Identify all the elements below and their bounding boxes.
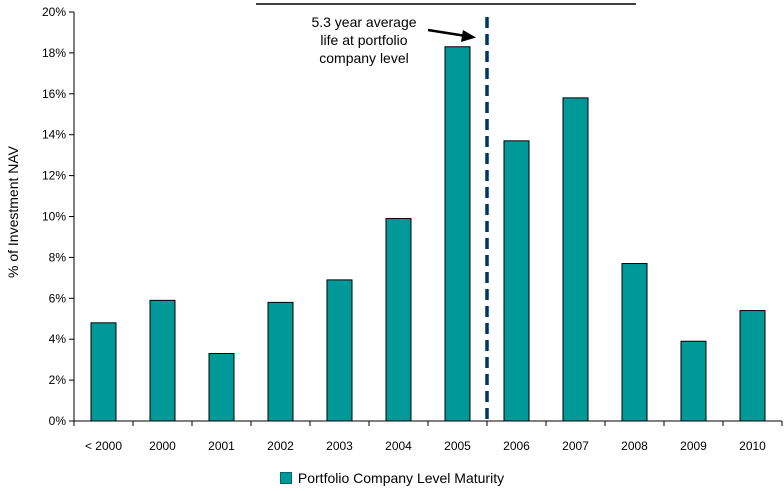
bar — [385, 218, 412, 422]
y-tick-label: 2% — [49, 373, 67, 387]
x-tick-label: 2007 — [562, 439, 589, 453]
y-tick-label: 8% — [49, 250, 67, 264]
y-axis-label: % of Investment NAV — [5, 145, 21, 278]
x-axis: < 2000 2000 2001 2002 2003 2004 2005 2006 2007 20… — [73, 421, 783, 453]
bar — [444, 46, 471, 422]
annotation-line-1: 5.3 year average — [311, 14, 416, 30]
y-tick-label: 14% — [42, 128, 66, 142]
y-tick-label: 16% — [42, 87, 66, 101]
x-tick-label: 2004 — [385, 439, 412, 453]
x-tick-label: 2006 — [503, 439, 530, 453]
x-tick-label: 2010 — [739, 439, 766, 453]
y-axis: 0% 2% 4% 6% 8% 10% 12% 14% 16% 18% 20% — [42, 5, 74, 428]
bar-series — [90, 46, 766, 422]
bar — [90, 322, 117, 422]
bar — [326, 279, 353, 422]
x-tick-label: 2009 — [680, 439, 707, 453]
annotation-arrow-icon — [427, 28, 467, 38]
annotation-line-2: life at portfolio — [320, 32, 407, 48]
bar — [149, 299, 176, 422]
x-tick-label: 2000 — [149, 439, 176, 453]
legend-label: Portfolio Company Level Maturity — [297, 470, 505, 486]
x-tick-label: 2005 — [444, 439, 471, 453]
legend-swatch-icon — [279, 472, 292, 484]
bar — [267, 301, 294, 422]
bar — [208, 353, 235, 422]
y-tick-label: 4% — [49, 332, 67, 346]
bar — [621, 263, 648, 422]
bar — [503, 140, 530, 422]
x-tick-label: 2003 — [326, 439, 353, 453]
x-tick-label: 2002 — [267, 439, 294, 453]
x-tick-label: < 2000 — [85, 439, 122, 453]
bar — [562, 97, 589, 422]
legend: Portfolio Company Level Maturity — [0, 470, 784, 486]
y-tick-label: 12% — [42, 169, 66, 183]
y-tick-label: 20% — [42, 5, 66, 19]
x-tick-label: 2008 — [621, 439, 648, 453]
annotation-line-3: company level — [319, 50, 409, 66]
x-tick-label: 2001 — [208, 439, 235, 453]
y-tick-label: 18% — [42, 46, 66, 60]
y-tick-label: 0% — [49, 414, 67, 428]
bar — [680, 340, 707, 422]
y-tick-label: 10% — [42, 210, 66, 224]
y-tick-label: 6% — [49, 291, 67, 305]
annotation: 5.3 year average life at portfolio compa… — [311, 14, 476, 66]
bar — [739, 310, 766, 422]
annotation-arrowhead-icon — [461, 30, 476, 42]
